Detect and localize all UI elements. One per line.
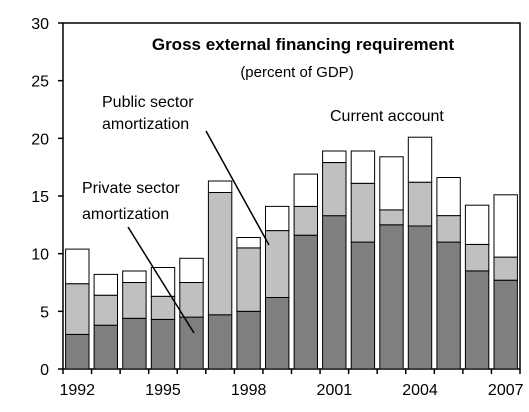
bar-segment-2007-series-0 (493, 279, 518, 370)
bar-segment-2003-series-2 (379, 156, 404, 211)
annotation-private-sector-line2: amortization (82, 206, 169, 223)
bar-segment-1996-series-2 (179, 257, 204, 283)
y-tick-label: 10 (31, 247, 49, 264)
x-axis: 1992 1995 1998 2001 2004 2007 (59, 369, 524, 399)
chart-subtitle: (percent of GDP) (240, 64, 353, 81)
y-tick-label: 5 (40, 304, 49, 321)
y-tick-label: 20 (31, 131, 49, 148)
bar-segment-2004-series-2 (407, 136, 433, 183)
bar-segment-2005-series-1 (436, 215, 461, 243)
bar-segment-2002-series-0 (350, 241, 376, 370)
annotation-current-account: Current account (330, 108, 444, 125)
x-tick-label: 1998 (231, 382, 267, 399)
bar-segment-2001-series-2 (322, 150, 347, 163)
bar-segment-1998-series-2 (236, 237, 261, 249)
x-tick-label: 1992 (59, 382, 95, 399)
bar-segment-2004-series-0 (407, 225, 433, 370)
bar-segment-1994-series-2 (122, 270, 147, 283)
bar-segment-1999-series-1 (265, 230, 290, 299)
bar-segment-1998-series-0 (236, 310, 261, 370)
bar-segment-2006-series-0 (464, 270, 490, 370)
bar-segment-1993-series-2 (93, 273, 118, 296)
annotation-public-sector-line2: amortization (102, 116, 189, 133)
bar-segment-1998-series-1 (236, 247, 261, 312)
bar-segment-2006-series-1 (464, 243, 490, 272)
bar-segment-1996-series-0 (179, 316, 204, 370)
bar-segment-1999-series-0 (265, 297, 290, 370)
bar-segment-2007-series-1 (493, 256, 518, 281)
bar-segment-2000-series-1 (293, 205, 319, 236)
bar-segment-2001-series-0 (322, 215, 347, 370)
annotation-private-sector-line1: Private sector (82, 180, 180, 197)
chart-title: Gross external financing requirement (152, 35, 455, 54)
y-axis: 0 5 10 15 20 25 30 (31, 16, 63, 379)
bar-segment-2004-series-1 (407, 181, 433, 227)
bar-segment-2005-series-0 (436, 241, 461, 370)
bar-segment-2002-series-2 (350, 150, 376, 184)
bar-segment-2006-series-2 (464, 204, 490, 245)
bar-segment-2000-series-0 (293, 234, 319, 370)
bar-segment-1994-series-0 (122, 317, 147, 370)
bar-segment-1992-series-1 (65, 283, 90, 335)
annotation-public-sector-line1: Public sector (102, 94, 194, 111)
bar-segment-2002-series-1 (350, 182, 376, 243)
bar-segment-2001-series-1 (322, 162, 347, 217)
bars-layer (65, 136, 518, 370)
bar-segment-1994-series-1 (122, 282, 147, 319)
bar-segment-2005-series-2 (436, 177, 461, 217)
annotation-public-sector-leader (205, 130, 270, 246)
bar-segment-1995-series-0 (150, 318, 176, 370)
bar-segment-1993-series-1 (93, 294, 118, 326)
bar-segment-1997-series-2 (207, 180, 233, 193)
bar-segment-1992-series-0 (65, 333, 90, 370)
y-tick-label: 25 (31, 74, 49, 91)
y-tick-label: 0 (40, 362, 49, 379)
x-tick-label: 1995 (145, 382, 181, 399)
bar-segment-2007-series-2 (493, 194, 518, 258)
bar-segment-1992-series-2 (65, 248, 90, 285)
bar-segment-1995-series-1 (150, 295, 176, 320)
y-tick-label: 30 (31, 16, 49, 33)
x-tick-label: 2007 (488, 382, 524, 399)
y-tick-label: 15 (31, 189, 49, 206)
annotation-private-sector-leader (127, 226, 195, 334)
bar-segment-1993-series-0 (93, 324, 118, 370)
x-tick-label: 2004 (402, 382, 438, 399)
bar-segment-2003-series-1 (379, 209, 404, 226)
bar-segment-1999-series-2 (265, 205, 290, 232)
bar-segment-1996-series-1 (179, 282, 204, 318)
x-tick-label: 2001 (317, 382, 353, 399)
bar-segment-1997-series-1 (207, 192, 233, 316)
bar-segment-2003-series-0 (379, 224, 404, 370)
bar-segment-1997-series-0 (207, 314, 233, 370)
bar-segment-2000-series-2 (293, 173, 319, 207)
